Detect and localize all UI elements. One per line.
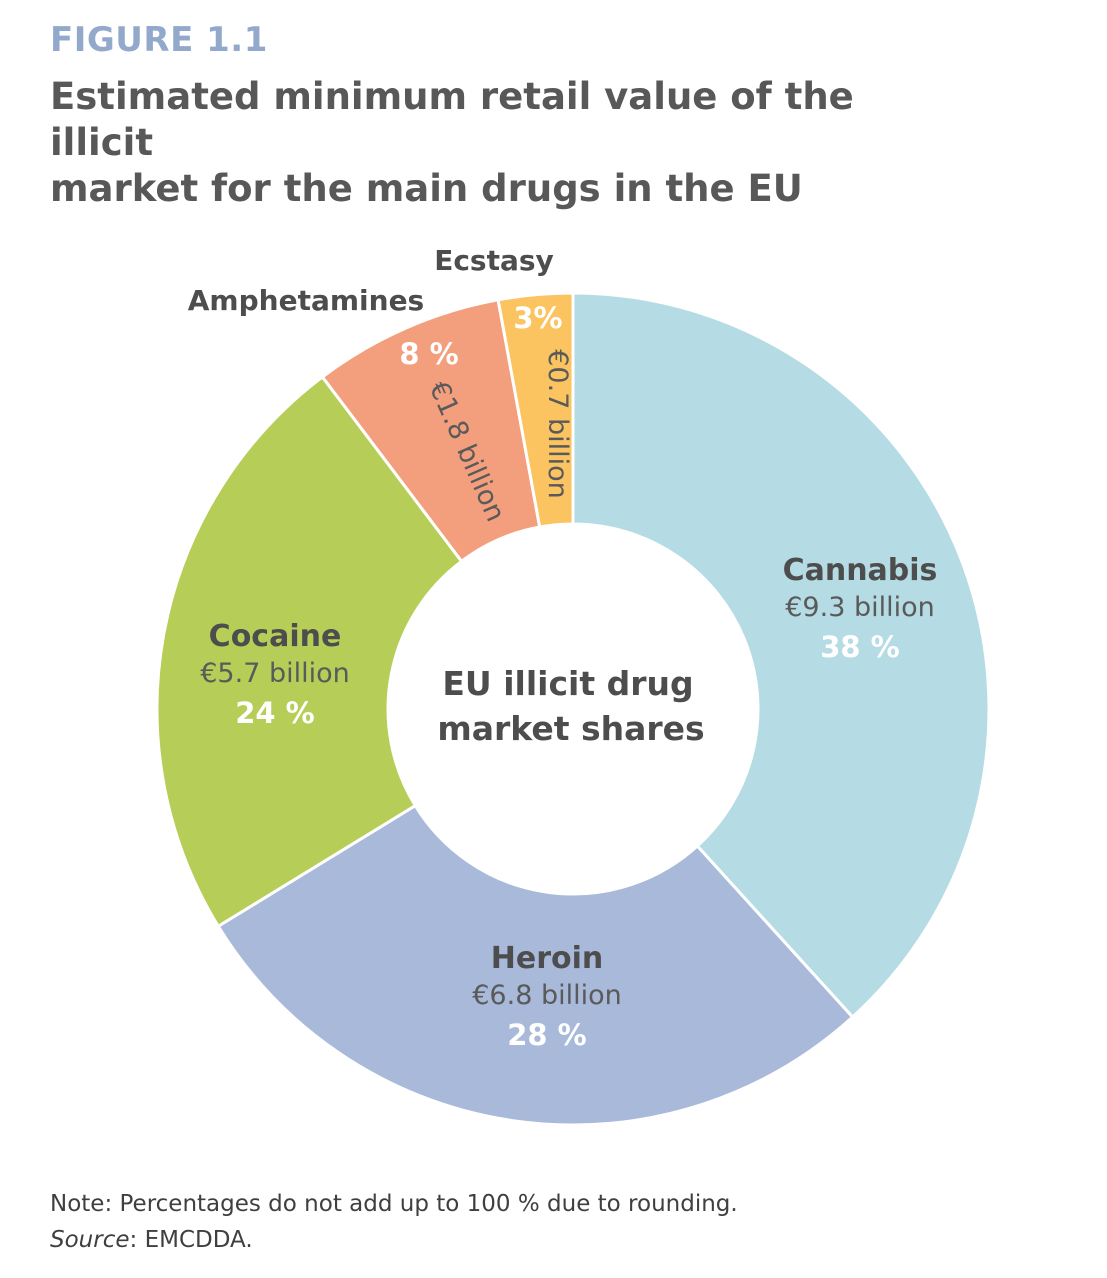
center-label: EU illicit drug market shares [437, 664, 704, 748]
label-heroin-pct: 28 % [507, 1018, 587, 1052]
source-value: : EMCDDA. [129, 1227, 253, 1253]
label-ecstasy-name: Ecstasy [434, 244, 554, 277]
donut-slices [155, 291, 991, 1127]
label-cannabis-pct: 38 % [820, 630, 900, 664]
center-label-line-2: market shares [437, 709, 704, 748]
source-word: Source [50, 1227, 130, 1253]
slice-cocaine [155, 374, 464, 929]
rounding-note: Note: Percentages do not add up to 100 %… [50, 1191, 738, 1217]
label-cannabis-name: Cannabis [783, 553, 938, 588]
label-ecstasy-value: €0.7 billion [542, 349, 573, 498]
chart-title: Estimated minimum retail value of the il… [50, 74, 950, 212]
source-line: Source: EMCDDA. [50, 1222, 738, 1258]
chart-title-line-1: Estimated minimum retail value of the il… [50, 75, 854, 164]
slice-ecstasy [496, 291, 575, 529]
figure-label: FIGURE 1.1 [50, 20, 268, 60]
chart-notes: Note: Percentages do not add up to 100 %… [50, 1186, 738, 1258]
label-heroin-name: Heroin [491, 941, 604, 976]
label-cocaine-pct: 24 % [235, 696, 315, 730]
label-cocaine-name: Cocaine [209, 619, 342, 654]
label-cocaine-value: €5.7 billion [200, 658, 349, 689]
chart-title-line-2: market for the main drugs in the EU [50, 167, 803, 210]
label-cannabis-value: €9.3 billion [785, 592, 934, 623]
slice-heroin [216, 803, 855, 1127]
center-label-line-1: EU illicit drug [442, 664, 693, 703]
label-heroin-value: €6.8 billion [472, 980, 621, 1011]
label-amphetamines-pct: 8 % [399, 337, 458, 371]
slice-cannabis [571, 291, 991, 1020]
label-amphetamines-name: Amphetamines [188, 284, 424, 317]
label-ecstasy-pct: 3% [513, 301, 562, 335]
